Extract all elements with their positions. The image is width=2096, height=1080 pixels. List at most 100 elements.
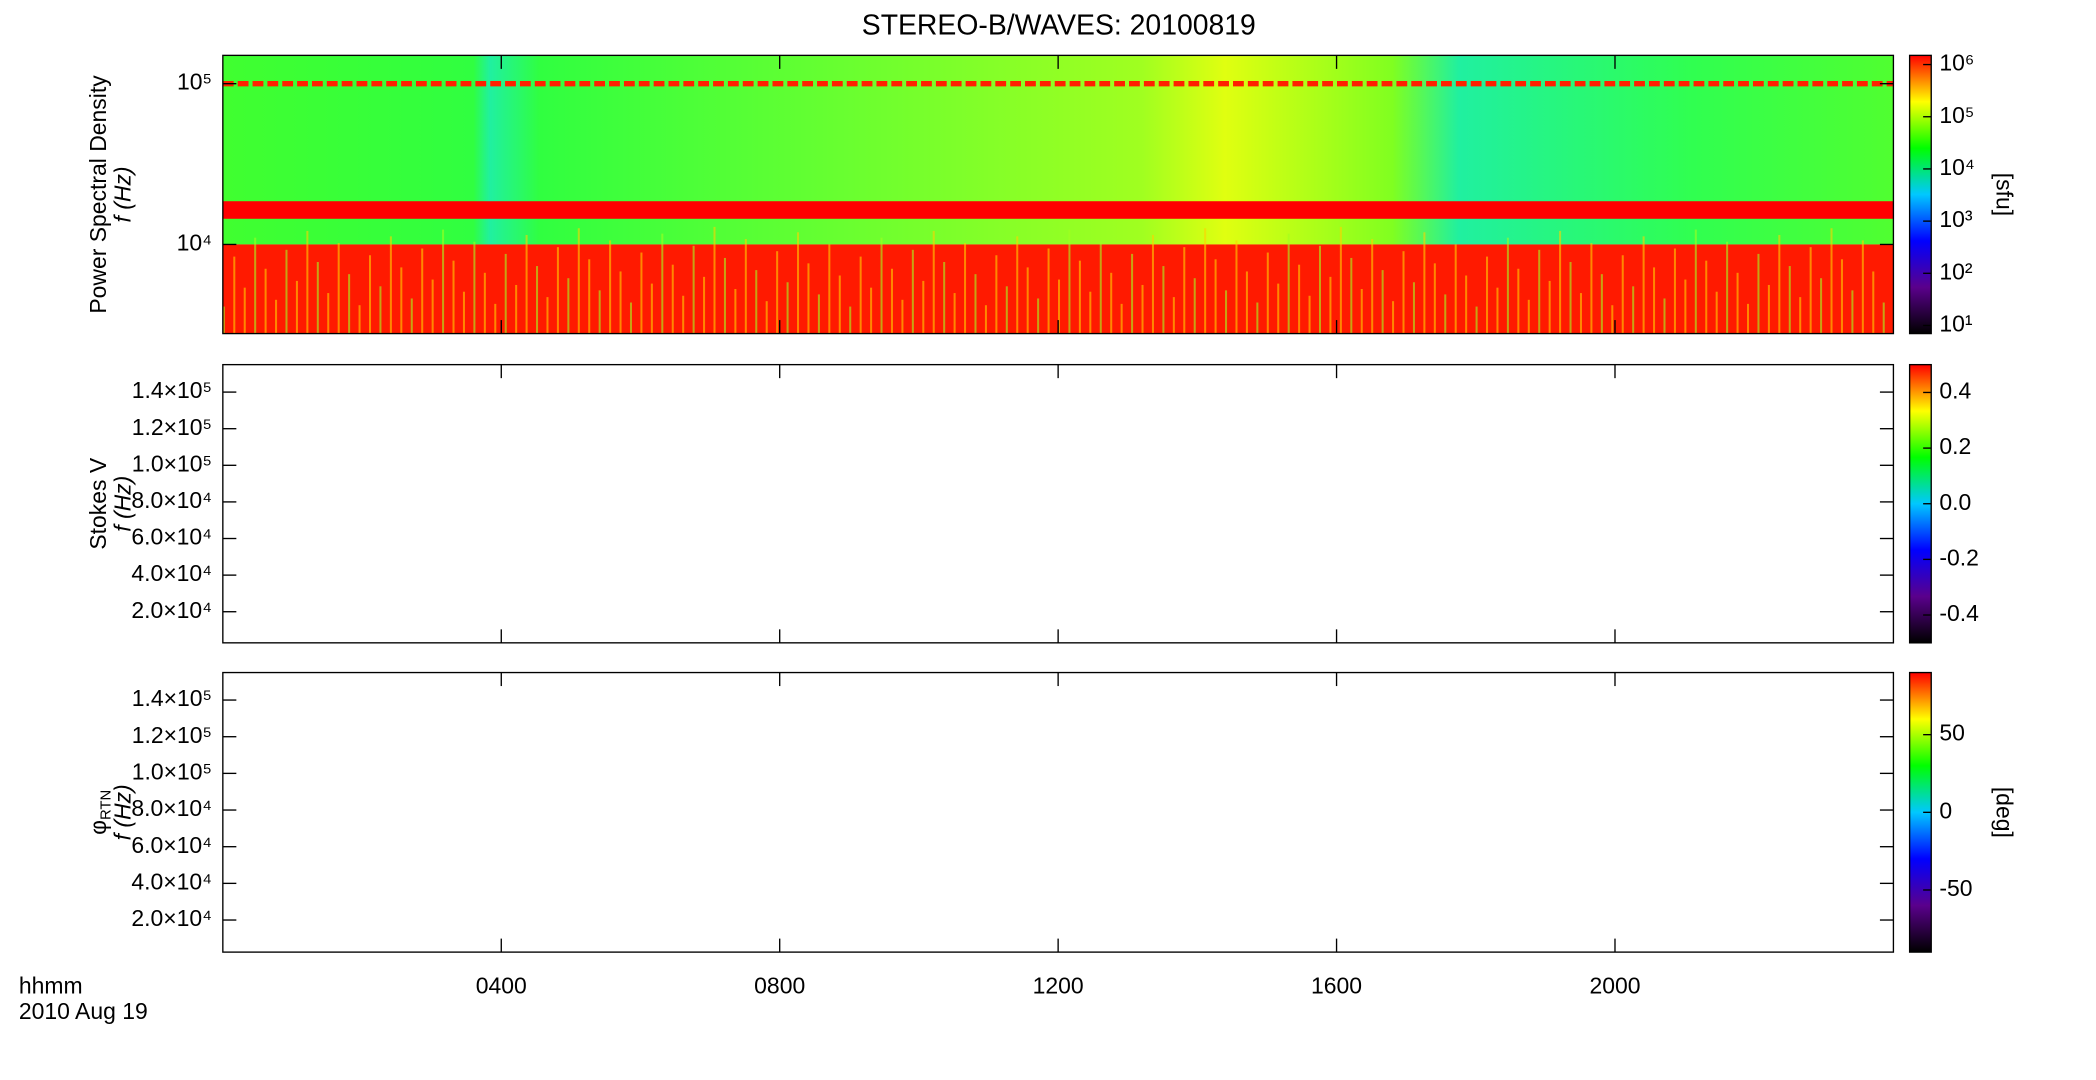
- spectrogram-streak: [1809, 247, 1812, 334]
- spectrogram-streak: [880, 237, 883, 334]
- spectrogram-streak: [1141, 284, 1144, 334]
- spectrogram-streak: [368, 255, 372, 334]
- spectrogram-streak: [1360, 289, 1363, 334]
- spectrogram-streak: [1746, 303, 1750, 334]
- spectrogram-streak: [1684, 279, 1687, 334]
- spectrogram-streak: [1433, 263, 1436, 334]
- spectrogram-streak: [588, 259, 591, 334]
- chart-title: STEREO-B/WAVES: 20100819: [862, 9, 1256, 41]
- spectrogram-streak: [1225, 290, 1228, 334]
- spectrogram-streak: [734, 289, 737, 334]
- spectrogram-streak: [1089, 291, 1092, 334]
- spectrogram-streak: [713, 226, 716, 334]
- spectrogram-streak: [911, 249, 914, 334]
- spectrogram-streak: [609, 240, 612, 334]
- spectrogram-streak: [389, 236, 392, 334]
- spectrogram-streak: [1277, 283, 1280, 334]
- y-tick-label: 2.0×10⁴: [131, 597, 212, 623]
- spectrogram-streak: [546, 297, 549, 334]
- spectrogram-streak: [1579, 293, 1582, 334]
- y-tick-label: 10⁵: [177, 69, 212, 95]
- spectrogram-streak: [1726, 241, 1729, 334]
- date-label: 2010 Aug 19: [19, 998, 148, 1024]
- spectrogram-streak: [504, 253, 507, 334]
- y-axis-label: φRTN: [85, 790, 115, 835]
- y-tick-label: 8.0×10⁴: [131, 487, 212, 513]
- spectrogram-streak: [285, 249, 288, 334]
- y-axis-label: Stokes V: [85, 457, 111, 549]
- spectrogram-streak: [525, 234, 528, 334]
- spectrogram-streak: [1120, 303, 1123, 334]
- spectrogram-streak: [1193, 278, 1196, 334]
- spectrogram-streak: [421, 248, 424, 334]
- spectrogram-streak: [974, 274, 977, 334]
- spectrogram-streak: [1287, 233, 1290, 334]
- spectrogram-streak: [1872, 271, 1875, 334]
- spectrogram-streak: [776, 251, 779, 334]
- spectrogram-streak: [1820, 278, 1823, 334]
- spectrogram-streak: [849, 306, 852, 334]
- x-tick-label: 1600: [1311, 972, 1362, 998]
- colorbar-tick-label: 10⁴: [1939, 154, 1974, 180]
- spectrogram-streak: [1663, 298, 1666, 334]
- spectrogram-streak: [1611, 305, 1614, 334]
- spectrogram-streak: [1047, 248, 1050, 334]
- spectrogram-streak: [1736, 272, 1739, 334]
- spectrogram-streak: [828, 244, 831, 334]
- y-tick-label: 4.0×10⁴: [131, 560, 212, 586]
- spectrogram-streak: [964, 243, 967, 334]
- spectrogram-streak: [984, 305, 987, 334]
- colorbar-tick-label: 0.4: [1939, 378, 1971, 404]
- y-tick-label: 1.4×10⁵: [132, 685, 212, 711]
- colorbar-tick-label: 0.0: [1939, 489, 1971, 515]
- spectrogram-streak: [1308, 295, 1311, 334]
- y-tick-label: 1.0×10⁵: [132, 758, 212, 784]
- spectrogram-streak: [1506, 237, 1509, 334]
- spectrogram-streak: [275, 299, 278, 334]
- spectrogram-streak: [1381, 270, 1384, 334]
- spectrogram-streak: [1653, 267, 1656, 334]
- spectrogram-streak: [870, 287, 873, 334]
- spectrogram-streak: [1078, 260, 1081, 334]
- spectrogram-streak: [682, 295, 685, 334]
- y-axis-label-text: φ: [85, 820, 111, 835]
- spectrogram-streak: [1694, 229, 1697, 334]
- y-axis-label: f (Hz): [109, 784, 135, 840]
- spectrogram-streak: [556, 247, 559, 334]
- spectrogram-streak: [222, 306, 225, 334]
- plot-frame: [222, 671, 1895, 953]
- spectrogram-streak: [619, 271, 622, 334]
- colorbar-tick-label: 50: [1939, 720, 1965, 746]
- spectrogram-streak: [567, 278, 570, 334]
- spectrogram-streak: [744, 239, 747, 334]
- spectrogram-streak: [1099, 241, 1102, 334]
- spectrogram-streak: [1569, 261, 1572, 334]
- colorbar-tick-label: -0.4: [1939, 600, 1979, 626]
- spectrogram-streak: [1037, 298, 1040, 334]
- spectrogram-streak: [1402, 251, 1405, 334]
- y-tick-label: 6.0×10⁴: [131, 832, 212, 858]
- spectrogram-streak: [348, 274, 351, 334]
- spectrogram-streak: [1214, 259, 1217, 334]
- spectrogram-streak: [1204, 228, 1207, 334]
- spectrogram-streak: [1412, 282, 1415, 334]
- colorbar-tick-label: 0: [1939, 797, 1952, 823]
- spectrogram-streak: [786, 282, 789, 334]
- spectrogram-streak: [494, 303, 497, 334]
- spectrogram-streak: [1496, 287, 1499, 334]
- spectrogram-streak: [1454, 244, 1457, 334]
- spectrogram-streak: [316, 261, 319, 334]
- colorbar-tick-label: -50: [1939, 875, 1972, 901]
- spectrogram-streak: [890, 268, 893, 334]
- spectrogram-streak: [755, 270, 758, 334]
- spectrogram-streak: [1131, 253, 1134, 334]
- spectrogram-streak: [254, 237, 257, 334]
- spectrogram-streak: [1423, 232, 1426, 334]
- spectrogram-streak: [838, 275, 841, 334]
- spectrogram-streak: [1882, 302, 1885, 334]
- spectrogram-streak: [1767, 284, 1770, 334]
- spectrogram-streak: [1172, 297, 1175, 334]
- plot-frame: [222, 363, 1895, 644]
- colorbar-tick-label: -0.2: [1939, 544, 1979, 570]
